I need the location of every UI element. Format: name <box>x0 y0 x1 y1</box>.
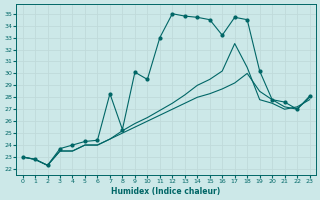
X-axis label: Humidex (Indice chaleur): Humidex (Indice chaleur) <box>111 187 221 196</box>
